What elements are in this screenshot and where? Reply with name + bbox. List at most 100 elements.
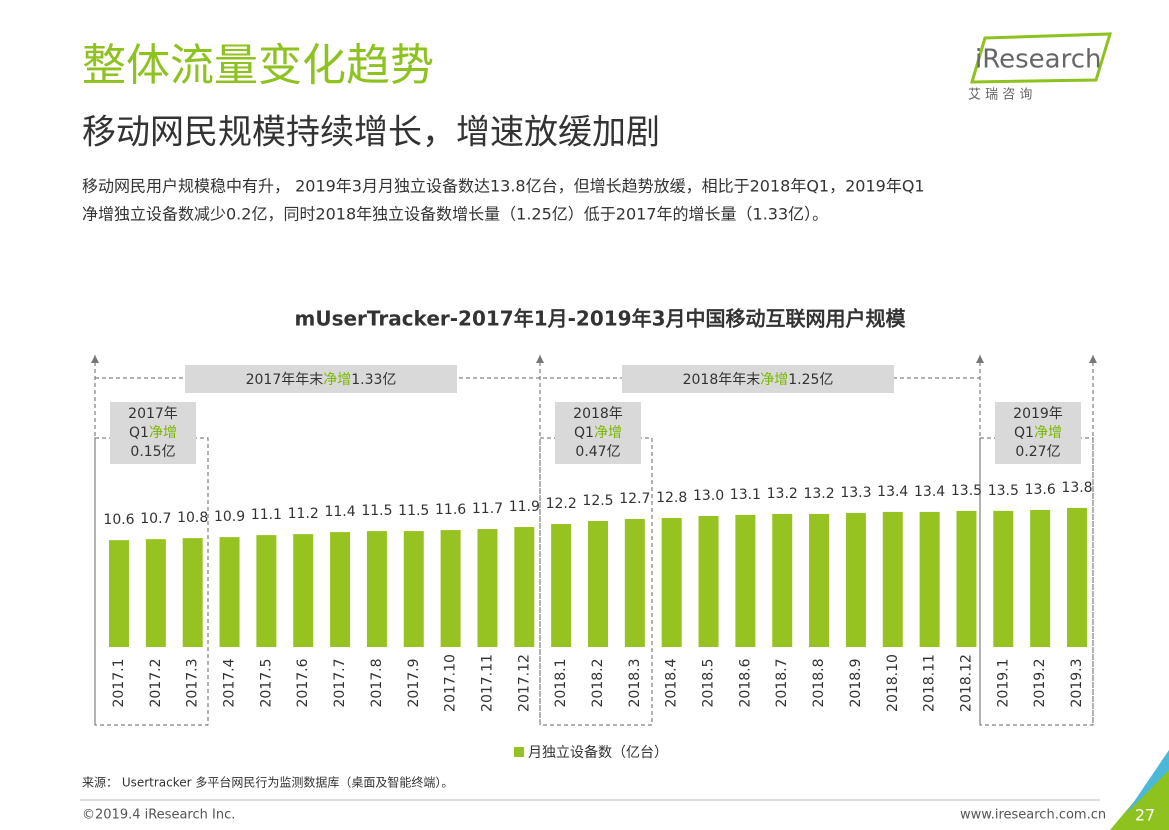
annotation: 2017年年末净增1.33亿 [246,372,397,388]
bar [661,517,682,647]
value-label: 10.7 [140,511,171,527]
bar [219,537,240,647]
bar [293,534,314,647]
value-label: 11.7 [472,501,503,517]
bar [1030,509,1051,647]
x-tick-label: 2019.3 [1069,659,1085,708]
logo: iResearch [975,45,1101,75]
legend-swatch [514,747,524,757]
value-label: 11.5 [398,503,429,519]
value-label: 13.2 [803,486,834,502]
bar [145,539,166,647]
quarter-note: Q1净增 [129,425,177,441]
bar [256,535,277,647]
quarter-note-box [555,402,641,464]
text-part: 1.33亿 [351,372,396,388]
bar [624,518,645,647]
quarter-note: 2019年 [1013,406,1063,422]
bar [588,521,608,647]
x-tick-label: 2018.12 [958,654,974,712]
value-label: 10.6 [103,512,134,528]
x-tick-label: 2018.9 [848,659,864,708]
value-label: 11.4 [324,504,355,520]
quarter-note: 0.27亿 [1015,444,1060,460]
chart-title: mUserTracker-2017年1月-2019年3月中国移动互联网用户规模 [294,307,906,331]
value-label: 12.7 [619,491,650,507]
value-label: 10.8 [177,510,208,526]
bar [735,514,756,647]
text-part: 0.47亿 [575,444,620,460]
annotation-box [622,365,894,393]
quarter-note: 2017年 [128,406,178,422]
x-tick-label: 2017.10 [443,654,459,712]
logo-frame [969,32,1113,84]
value-label: 12.8 [656,490,687,506]
x-tick-label: 2019.1 [995,659,1011,708]
value-label: 13.1 [730,487,761,503]
text-part: 净增 [1034,425,1062,441]
text-part: 2019年 [1013,406,1063,422]
bar [698,515,719,647]
value-label: 11.5 [361,503,392,519]
x-tick-label: 2017.3 [185,659,201,708]
x-tick-label: 2018.5 [701,659,717,708]
body-line: 净增独立设备数减少0.2亿，同时2018年独立设备数增长量（1.25亿）低于20… [82,205,828,224]
body-line: 移动网民用户规模稳中有升， 2019年3月月独立设备数达13.8亿台，但增长趋势… [82,177,925,196]
bar [477,529,498,647]
text-part: 2018年 [573,406,623,422]
value-label: 11.9 [509,499,540,515]
legend-label: 月独立设备数（亿台） [528,744,668,761]
value-label: 10.9 [214,509,245,525]
x-tick-label: 2019.2 [1032,659,1048,708]
guide-arrow [91,355,99,363]
value-label: 13.3 [840,485,871,501]
value-label: 13.5 [988,483,1019,499]
text-part: 净增 [760,372,788,388]
text-part: 0.27亿 [1015,444,1060,460]
text-part: Q1 [1014,425,1034,441]
x-tick-label: 2018.4 [664,658,680,707]
page-number: 27 [1135,806,1155,825]
text-part: 净增 [149,425,177,441]
value-label: 13.2 [767,486,798,502]
logo-sub: 艾 瑞 咨 询 [968,88,1032,103]
value-label: 11.1 [251,507,282,523]
guide-arrow [976,355,984,363]
bar [956,510,977,647]
copyright: ©2019.4 iResearch Inc. [82,808,235,823]
quarter-note: 2018年 [573,406,623,422]
bar [845,512,866,647]
x-tick-label: 2017.11 [479,654,495,712]
quarter-note: Q1净增 [574,425,622,441]
text-part: Q1 [574,425,594,441]
value-label: 12.2 [546,496,577,512]
x-tick-label: 2018.7 [774,659,790,708]
subtitle: 移动网民规模持续增长，增速放缓加剧 [82,113,660,153]
value-label: 12.5 [582,493,613,509]
value-label: 13.4 [877,484,908,500]
bar [403,531,424,647]
value-label: 13.8 [1061,480,1092,496]
quarter-note: Q1净增 [1014,425,1062,441]
text-part: 0.15亿 [130,444,175,460]
x-tick-label: 2018.10 [885,654,901,712]
title: 整体流量变化趋势 [82,40,434,91]
x-tick-label: 2017.9 [406,659,422,708]
x-tick-label: 2017.8 [369,659,385,708]
bar [182,538,203,647]
quarter-note-box [995,402,1081,464]
bar [809,513,830,647]
x-tick-label: 2017.12 [516,654,532,712]
bar [882,511,903,647]
x-tick-label: 2018.11 [922,654,938,712]
bar [366,531,387,647]
bar [440,530,461,647]
bar [919,511,940,647]
corner-accent [1125,750,1169,815]
x-tick-label: 2018.3 [627,659,643,708]
source: 来源： Usertracker 多平台网民行为监测数据库（桌面及智能终端）。 [82,775,453,790]
bar [772,513,793,647]
bar [330,532,351,647]
